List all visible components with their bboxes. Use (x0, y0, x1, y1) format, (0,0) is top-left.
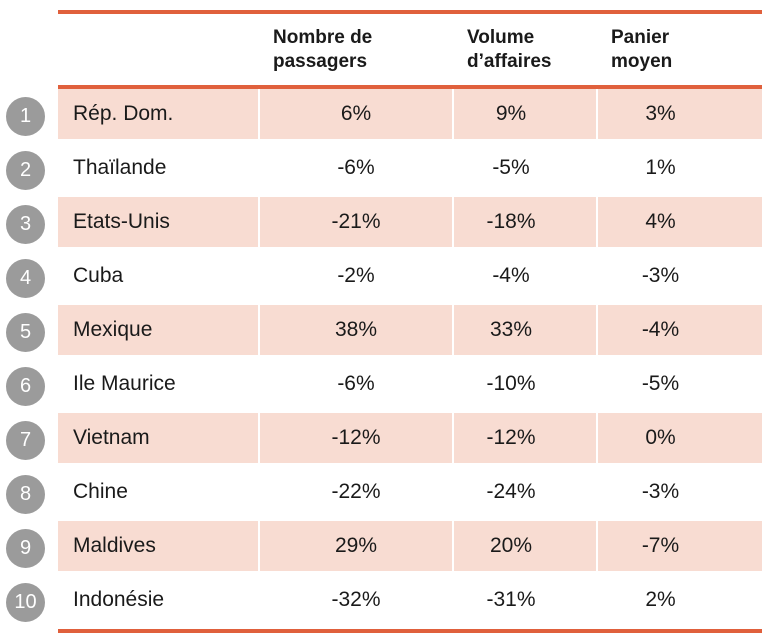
rank-badge: 7 (6, 420, 45, 460)
volume-cell: 9% (452, 89, 596, 139)
rank-badge-cell: 5 (0, 305, 58, 359)
country-cell: Thaïlande (73, 156, 167, 179)
rank-badge: 5 (6, 312, 45, 352)
table-top-border (58, 10, 762, 14)
rank-badge-cell: 2 (0, 143, 58, 197)
table-body: 1 Rép. Dom. 6% 9% 3% 2 Thaïlande -6% -5%… (0, 89, 769, 629)
rank-badge: 6 (6, 366, 45, 406)
passengers-cell: -32% (258, 575, 452, 625)
rank-badge: 1 (6, 96, 45, 136)
passengers-cell: -22% (258, 467, 452, 517)
country-cell: Cuba (73, 264, 124, 287)
table-header-border (58, 85, 762, 89)
passengers-cell: 29% (258, 521, 452, 571)
row-body: Rép. Dom. 6% 9% 3% (58, 89, 762, 143)
rank-number: 2 (19, 159, 32, 181)
rank-badge-cell: 8 (0, 467, 58, 521)
rank-badge: 4 (6, 258, 45, 298)
rank-number: 5 (19, 321, 32, 343)
volume-cell: 20% (452, 521, 596, 571)
basket-cell: 0% (596, 413, 761, 463)
country-cell: Rép. Dom. (73, 102, 174, 125)
passengers-cell: 6% (258, 89, 452, 139)
table-header-row: Nombre de passagers Volume d’affaires Pa… (58, 14, 762, 85)
rank-number: 7 (19, 429, 32, 451)
table-row: 7 Vietnam -12% -12% 0% (0, 413, 769, 467)
rank-number: 4 (19, 267, 32, 289)
table-row: 6 Ile Maurice -6% -10% -5% (0, 359, 769, 413)
passengers-cell: -12% (258, 413, 452, 463)
row-body: Ile Maurice -6% -10% -5% (58, 359, 762, 413)
passengers-cell: -6% (258, 143, 452, 193)
volume-cell: -18% (452, 197, 596, 247)
rank-badge-cell: 3 (0, 197, 58, 251)
row-body: Vietnam -12% -12% 0% (58, 413, 762, 467)
volume-cell: -24% (452, 467, 596, 517)
rank-badge: 2 (6, 150, 45, 190)
row-body: Maldives 29% 20% -7% (58, 521, 762, 575)
passengers-cell: 38% (258, 305, 452, 355)
rank-badge-cell: 6 (0, 359, 58, 413)
basket-cell: 4% (596, 197, 761, 247)
rank-badge-cell: 7 (0, 413, 58, 467)
table-row: 5 Mexique 38% 33% -4% (0, 305, 769, 359)
rank-number: 10 (14, 591, 37, 613)
table-bottom-border (58, 629, 762, 633)
rank-number: 1 (19, 105, 32, 127)
rank-number: 6 (19, 375, 32, 397)
rank-badge: 10 (6, 582, 45, 622)
basket-cell: 3% (596, 89, 761, 139)
row-body: Indonésie -32% -31% 2% (58, 575, 762, 629)
table-row: 8 Chine -22% -24% -3% (0, 467, 769, 521)
rank-badge-cell: 10 (0, 575, 58, 629)
rank-number: 8 (19, 483, 32, 505)
volume-cell: -12% (452, 413, 596, 463)
column-header-passengers: Nombre de passagers (273, 26, 373, 72)
basket-cell: -3% (596, 467, 761, 517)
basket-cell: 1% (596, 143, 761, 193)
table-row: 9 Maldives 29% 20% -7% (0, 521, 769, 575)
column-header-volume: Volume d’affaires (467, 26, 552, 72)
rank-badge-cell: 4 (0, 251, 58, 305)
row-body: Chine -22% -24% -3% (58, 467, 762, 521)
volume-cell: -5% (452, 143, 596, 193)
basket-cell: -7% (596, 521, 761, 571)
volume-cell: -31% (452, 575, 596, 625)
rank-badge: 8 (6, 474, 45, 514)
country-cell: Chine (73, 480, 128, 503)
rank-badge: 3 (6, 204, 45, 244)
table-row: 1 Rép. Dom. 6% 9% 3% (0, 89, 769, 143)
basket-cell: -3% (596, 251, 761, 301)
country-cell: Etats-Unis (73, 210, 170, 233)
table-row: 2 Thaïlande -6% -5% 1% (0, 143, 769, 197)
table-row: 4 Cuba -2% -4% -3% (0, 251, 769, 305)
passengers-cell: -2% (258, 251, 452, 301)
basket-cell: 2% (596, 575, 761, 625)
rank-badge-cell: 9 (0, 521, 58, 575)
country-cell: Maldives (73, 534, 156, 557)
volume-cell: -4% (452, 251, 596, 301)
row-body: Etats-Unis -21% -18% 4% (58, 197, 762, 251)
basket-cell: -5% (596, 359, 761, 409)
rank-badge: 9 (6, 528, 45, 568)
table-row: 3 Etats-Unis -21% -18% 4% (0, 197, 769, 251)
passengers-cell: -6% (258, 359, 452, 409)
row-body: Mexique 38% 33% -4% (58, 305, 762, 359)
country-cell: Mexique (73, 318, 153, 341)
basket-cell: -4% (596, 305, 761, 355)
passengers-cell: -21% (258, 197, 452, 247)
country-cell: Ile Maurice (73, 372, 176, 395)
volume-cell: -10% (452, 359, 596, 409)
rank-number: 3 (19, 213, 32, 235)
rank-number: 9 (19, 537, 32, 559)
country-cell: Vietnam (73, 426, 150, 449)
volume-cell: 33% (452, 305, 596, 355)
column-header-basket: Panier moyen (611, 26, 673, 72)
row-body: Thaïlande -6% -5% 1% (58, 143, 762, 197)
country-cell: Indonésie (73, 588, 165, 611)
row-body: Cuba -2% -4% -3% (58, 251, 762, 305)
rank-badge-cell: 1 (0, 89, 58, 143)
table-row: 10 Indonésie -32% -31% 2% (0, 575, 769, 629)
